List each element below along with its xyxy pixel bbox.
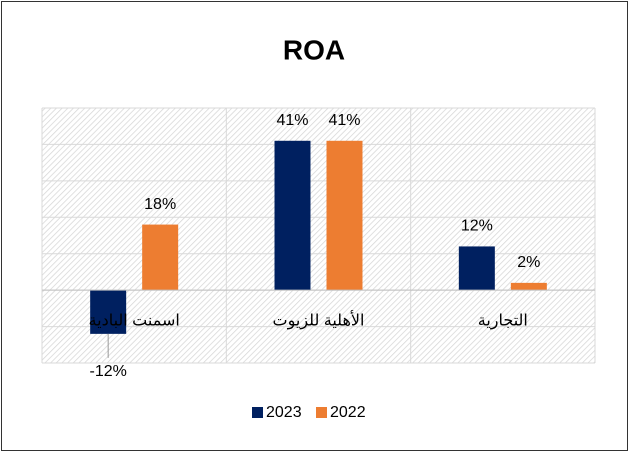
legend-swatch — [316, 407, 327, 418]
bar — [458, 246, 495, 291]
x-tick-label: التجارية — [478, 312, 528, 330]
data-label: -12% — [89, 363, 126, 380]
bar — [326, 140, 363, 291]
data-label: 18% — [144, 196, 176, 213]
legend-swatch — [252, 407, 263, 418]
legend-label: 2023 — [266, 404, 302, 421]
data-label: 2% — [517, 254, 540, 271]
bar — [90, 290, 127, 334]
chart-title: ROA — [283, 34, 345, 65]
bar — [142, 224, 179, 291]
bar — [274, 140, 311, 291]
x-tick-label: اسمنت البادية — [89, 312, 180, 329]
x-tick-label: الأهلية للزيوت — [273, 309, 365, 330]
data-label: 12% — [461, 218, 493, 235]
plot-area — [42, 108, 595, 363]
bar — [510, 282, 547, 291]
data-label: 41% — [328, 112, 360, 129]
legend-label: 2022 — [330, 404, 366, 421]
data-label: 41% — [276, 112, 308, 129]
